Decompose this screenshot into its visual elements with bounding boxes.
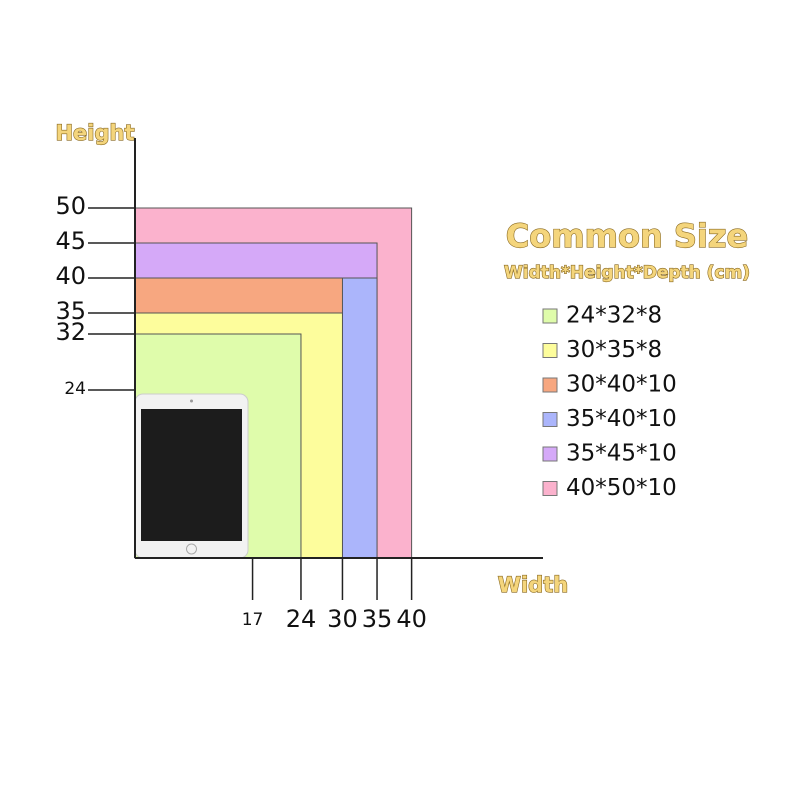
legend: 24*32*8 30*35*8 30*40*10 35*40*10 35*45*10 40… (542, 303, 677, 501)
x-tick-label: 24 (286, 605, 317, 633)
x-axis-label: Width (498, 573, 568, 597)
x-tick-label: 35 (362, 605, 393, 633)
legend-subtitle: Width*Height*Depth (cm) (504, 263, 750, 283)
x-tick-label: 30 (327, 605, 358, 633)
x-tick-label: 17 (242, 610, 264, 630)
legend-swatch (542, 412, 558, 427)
legend-swatch (542, 377, 558, 393)
legend-label: 40*50*10 (566, 475, 677, 501)
legend-swatch (542, 446, 558, 462)
y-axis-label: Height (55, 121, 134, 145)
y-tick-label: 32 (55, 318, 86, 346)
x-tick-label: 40 (396, 605, 427, 633)
legend-swatch (542, 343, 558, 358)
legend-label: 35*45*10 (566, 441, 677, 467)
legend-label: 24*32*8 (566, 303, 662, 329)
y-tick-label: 45 (55, 227, 86, 255)
y-tick-label: 50 (55, 192, 86, 220)
tablet (134, 393, 249, 559)
legend-title: Common Size (506, 217, 748, 255)
legend-label: 35*40*10 (566, 406, 677, 432)
y-tick-label: 40 (55, 262, 86, 290)
legend-swatch (542, 308, 558, 324)
legend-label: 30*35*8 (566, 337, 662, 363)
y-tick-label: 24 (64, 379, 86, 399)
y-tick-label: 35 (55, 297, 86, 325)
legend-label: 30*40*10 (566, 372, 677, 398)
legend-swatch (542, 481, 558, 496)
